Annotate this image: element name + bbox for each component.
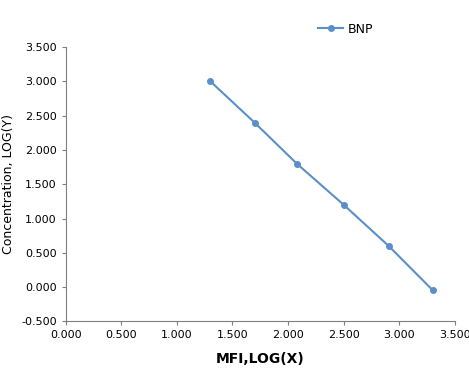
BNP xyxy=(208,79,213,84)
BNP xyxy=(341,202,347,207)
BNP xyxy=(386,243,391,248)
BNP xyxy=(252,120,257,125)
BNP xyxy=(430,288,436,293)
Y-axis label: Concentration, LOG(Y): Concentration, LOG(Y) xyxy=(2,114,15,254)
X-axis label: MFI,LOG(X): MFI,LOG(X) xyxy=(216,352,305,366)
Legend: BNP: BNP xyxy=(313,18,378,41)
Line: BNP: BNP xyxy=(208,78,436,293)
BNP xyxy=(294,162,300,166)
